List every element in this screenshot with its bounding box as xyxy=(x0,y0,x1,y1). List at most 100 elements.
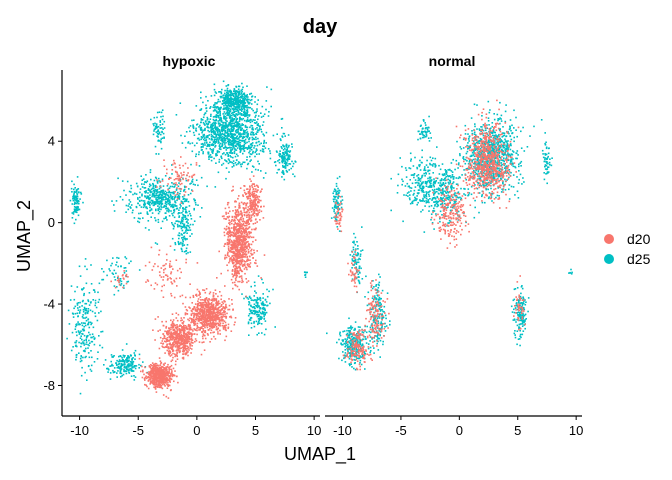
data-point xyxy=(82,328,85,330)
data-point xyxy=(211,319,213,321)
data-point xyxy=(248,236,251,239)
data-point xyxy=(210,113,212,116)
data-point xyxy=(207,123,210,125)
data-point xyxy=(245,235,248,238)
data-point xyxy=(208,316,211,319)
data-point xyxy=(182,202,184,205)
data-point xyxy=(82,356,84,359)
data-point xyxy=(161,345,164,348)
data-point xyxy=(143,187,146,189)
data-point xyxy=(192,126,194,128)
data-point xyxy=(76,304,79,306)
data-point xyxy=(266,304,268,307)
data-point xyxy=(288,158,291,160)
data-point xyxy=(253,303,256,306)
data-point xyxy=(75,340,78,342)
data-point xyxy=(246,112,248,115)
data-point xyxy=(281,158,284,161)
data-point xyxy=(234,139,237,142)
data-point xyxy=(181,212,183,214)
data-point xyxy=(117,289,120,292)
data-point xyxy=(223,136,225,139)
data-point xyxy=(169,336,171,338)
data-point xyxy=(180,200,183,203)
data-point xyxy=(278,154,280,156)
data-point xyxy=(280,146,283,148)
data-point xyxy=(248,303,250,306)
data-point xyxy=(209,306,212,309)
data-point xyxy=(163,120,166,123)
data-point xyxy=(231,118,234,120)
data-point xyxy=(234,271,236,274)
data-point xyxy=(218,250,220,253)
data-point xyxy=(218,321,221,323)
data-point xyxy=(211,152,214,154)
data-point xyxy=(159,120,161,122)
data-point xyxy=(184,211,187,213)
data-point xyxy=(202,333,205,335)
data-point xyxy=(208,145,211,147)
data-point xyxy=(186,340,189,343)
data-point xyxy=(202,320,204,323)
data-point xyxy=(189,125,192,127)
data-point xyxy=(286,153,289,156)
data-point xyxy=(236,131,238,133)
data-point xyxy=(243,260,245,262)
data-point xyxy=(79,309,82,311)
data-point xyxy=(286,150,288,152)
data-point xyxy=(173,249,176,251)
data-point xyxy=(76,312,79,315)
data-point xyxy=(130,204,133,206)
data-point xyxy=(202,121,205,124)
data-point xyxy=(214,317,217,320)
data-point xyxy=(188,333,190,335)
data-point xyxy=(182,213,184,216)
data-point xyxy=(115,362,117,364)
data-point xyxy=(230,233,232,236)
data-point xyxy=(224,207,227,210)
data-point xyxy=(262,145,264,147)
data-point xyxy=(189,343,191,345)
data-point xyxy=(139,217,141,220)
data-point xyxy=(232,210,234,212)
data-point xyxy=(184,337,187,340)
data-point xyxy=(235,253,237,255)
data-point xyxy=(225,149,228,151)
data-point xyxy=(232,103,234,106)
data-point xyxy=(205,135,208,137)
data-point xyxy=(112,257,114,259)
data-point xyxy=(132,370,134,372)
data-point xyxy=(187,354,189,357)
data-point xyxy=(265,301,268,303)
data-point xyxy=(228,100,230,102)
data-point xyxy=(237,255,240,258)
data-point xyxy=(246,94,248,96)
data-point xyxy=(192,296,195,298)
data-point xyxy=(178,215,181,217)
data-point xyxy=(238,107,240,109)
data-point xyxy=(229,230,231,232)
data-point xyxy=(174,222,176,225)
data-point xyxy=(249,146,251,149)
data-point xyxy=(74,195,77,197)
data-point xyxy=(220,96,222,99)
data-point xyxy=(265,328,267,331)
data-point xyxy=(185,250,187,253)
data-point xyxy=(73,190,76,193)
data-point xyxy=(230,246,232,249)
data-point xyxy=(182,302,184,305)
data-point xyxy=(237,270,240,272)
data-point xyxy=(223,100,225,102)
data-point xyxy=(88,331,90,334)
data-point xyxy=(196,312,199,315)
data-point xyxy=(247,235,249,238)
data-point xyxy=(231,134,234,137)
data-point xyxy=(172,206,174,209)
data-point xyxy=(188,329,190,331)
data-point xyxy=(213,306,215,309)
data-point xyxy=(234,106,237,108)
data-point xyxy=(172,337,174,340)
data-point xyxy=(210,332,212,334)
data-point xyxy=(248,308,251,310)
data-point xyxy=(190,335,193,338)
